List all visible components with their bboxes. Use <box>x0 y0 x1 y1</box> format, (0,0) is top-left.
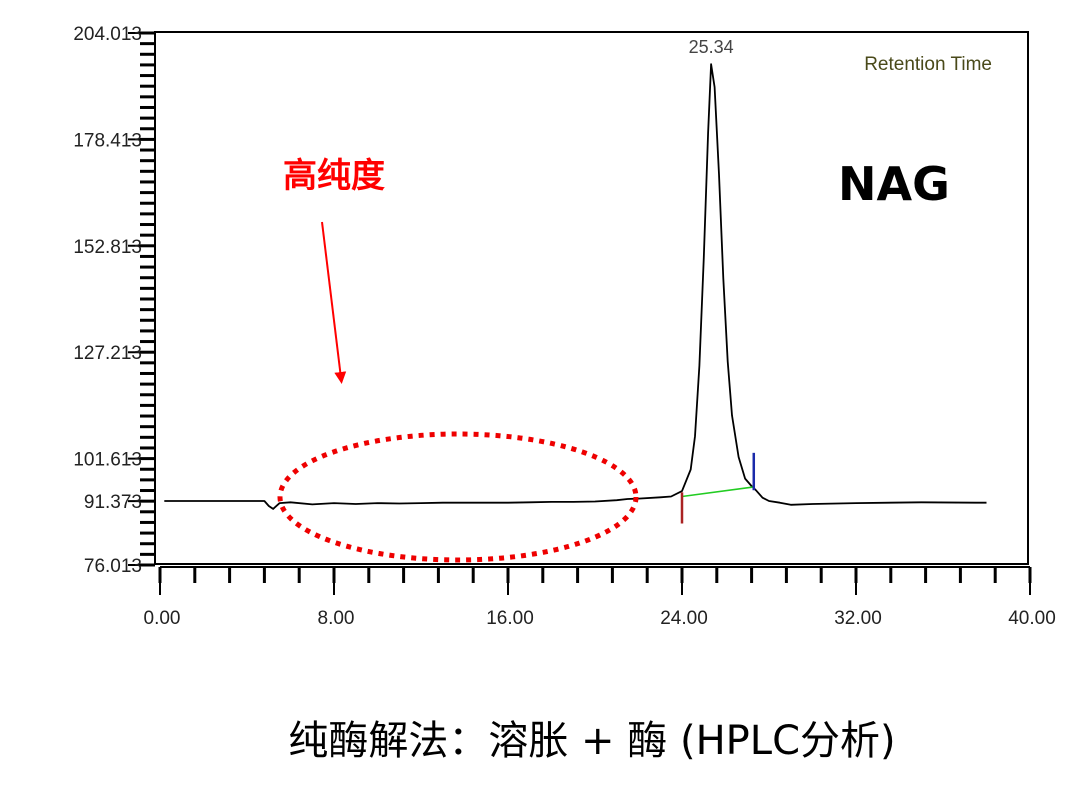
peak-retention-label: 25.34 <box>689 37 734 57</box>
callout-arrow <box>321 221 347 384</box>
y-tick-label: 178.413 <box>73 130 142 151</box>
x-tick-label: 16.00 <box>486 608 534 629</box>
x-axis: 0.00 8.00 16.00 24.00 32.00 40.00 <box>144 566 1056 629</box>
analyte-label: NAG <box>838 157 950 211</box>
x-tick-label: 8.00 <box>318 608 355 629</box>
x-tick-label: 40.00 <box>1008 608 1056 629</box>
x-tick-label: 24.00 <box>660 608 708 629</box>
integration-marks <box>680 452 756 524</box>
y-tick-label: 127.213 <box>73 343 142 364</box>
y-axis: 204.013 178.413 152.813 127.213 101.613 91.37… <box>73 24 156 577</box>
y-tick-label: 101.613 <box>73 450 142 471</box>
y-tick-label: 204.013 <box>73 24 142 45</box>
plot-frame <box>154 31 1029 565</box>
y-tick-label: 91.373 <box>84 492 142 513</box>
x-tick-label: 32.00 <box>834 608 882 629</box>
purity-callout: 高纯度 <box>283 156 385 196</box>
integration-baseline-line <box>681 486 754 498</box>
x-tick-label: 0.00 <box>144 608 181 629</box>
legend-label: Retention Time <box>864 54 992 75</box>
series-layer <box>164 63 987 510</box>
y-tick-label: 152.813 <box>73 237 142 258</box>
baseline-highlight-ellipse <box>277 431 639 563</box>
y-tick-label: 76.013 <box>84 556 142 577</box>
detector-signal-line <box>164 63 987 510</box>
figure-caption: 纯酶解法：溶胀 + 酶 (HPLC分析) <box>288 718 895 764</box>
